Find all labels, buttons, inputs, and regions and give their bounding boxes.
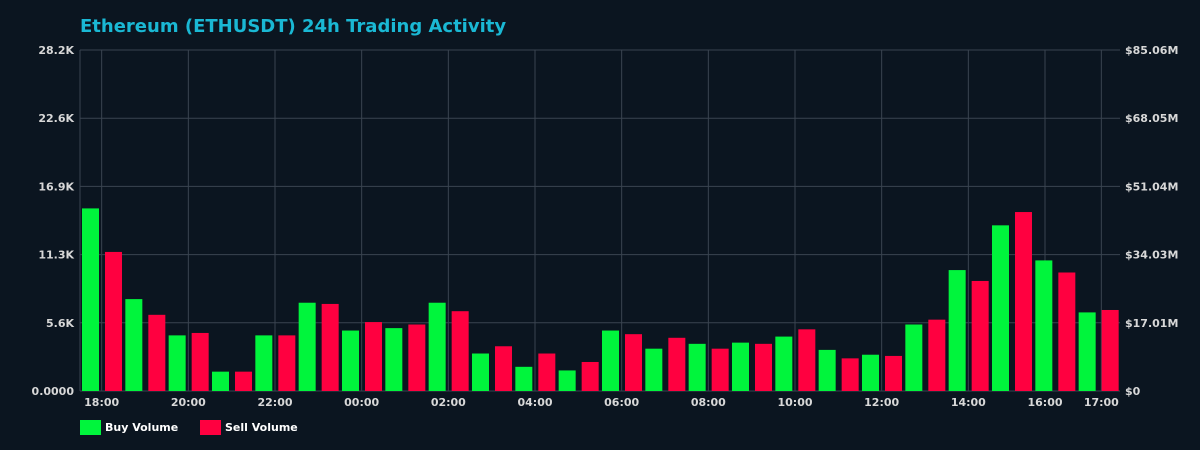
sell-volume-bar [1101, 309, 1119, 391]
y-left-tick-label: 5.6K [46, 317, 74, 330]
sell-volume-bar [105, 251, 122, 391]
sell-volume-bar [538, 353, 556, 391]
buy-volume-bar [428, 302, 446, 391]
y-left-tick-label: 11.3K [38, 249, 74, 262]
chart-title: Ethereum (ETHUSDT) 24h Trading Activity [80, 16, 506, 37]
y-right-tick-label: $17.01M [1125, 317, 1178, 330]
buy-volume-bar [82, 208, 99, 391]
buy-volume-bar [775, 336, 793, 391]
sell-volume-bar [668, 337, 686, 391]
legend: Buy Volume Sell Volume [80, 420, 298, 435]
buy-volume-bar [1035, 260, 1053, 391]
sell-volume-bar [1058, 272, 1076, 391]
legend-label-sell: Sell Volume [225, 421, 298, 434]
x-tick-label: 06:00 [604, 396, 639, 409]
sell-volume-bar [451, 311, 469, 391]
buy-volume-bar [688, 343, 706, 391]
x-tick-label: 14:00 [951, 396, 986, 409]
x-tick-label: 00:00 [344, 396, 379, 409]
y-left-tick-label: 16.9K [38, 180, 74, 193]
legend-swatch-buy [80, 420, 101, 435]
sell-volume-bar [581, 361, 599, 391]
x-tick-label: 20:00 [171, 396, 206, 409]
buy-volume-bar [342, 330, 359, 391]
sell-volume-bar [365, 322, 382, 391]
buy-volume-bar [992, 225, 1009, 391]
buy-volume-bar [472, 353, 489, 391]
y-right-tick-label: $68.05M [1125, 112, 1178, 125]
sell-volume-bar [408, 324, 426, 391]
buy-volume-bar [212, 371, 229, 391]
buy-volume-bar [862, 354, 879, 391]
x-tick-label: 10:00 [777, 396, 812, 409]
buy-volume-bar [818, 349, 836, 391]
x-tick-label: 08:00 [691, 396, 726, 409]
sell-volume-bar [495, 346, 512, 391]
buy-volume-bar [168, 335, 186, 391]
y-left-tick-label: 22.6K [38, 112, 74, 125]
sell-volume-bar [191, 332, 209, 391]
buy-volume-bar [732, 342, 749, 391]
buy-volume-bar [255, 335, 273, 391]
buy-volume-bar [515, 366, 533, 391]
sell-volume-bar [625, 334, 642, 391]
x-tick-label: 12:00 [864, 396, 899, 409]
legend-swatch-sell [200, 420, 221, 435]
sell-volume-bar [798, 329, 816, 391]
sell-volume-bar [148, 314, 166, 391]
y-left-tick-label: 28.2K [38, 44, 74, 57]
buy-volume-bar [558, 370, 576, 391]
sell-volume-bar [278, 335, 296, 391]
sell-volume-bar [971, 280, 989, 391]
x-tick-label: 18:00 [84, 396, 119, 409]
buy-volume-bar [385, 328, 403, 391]
x-tick-label: 02:00 [431, 396, 466, 409]
y-right-tick-label: $85.06M [1125, 44, 1178, 57]
x-tick-label: 04:00 [517, 396, 552, 409]
sell-volume-bar [235, 371, 252, 391]
sell-volume-bar [321, 303, 339, 391]
buy-volume-bar [125, 299, 143, 391]
y-right-tick-label: $34.03M [1125, 249, 1178, 262]
y-right-tick-label: $51.04M [1125, 180, 1178, 193]
y-right-tick-label: $0 [1125, 385, 1141, 398]
grid-lines [79, 49, 1120, 392]
buy-volume-bar [1078, 312, 1096, 391]
buy-volume-bar [948, 270, 966, 391]
buy-volume-bar [602, 330, 619, 391]
y-left-tick-label: 0.0000 [32, 385, 75, 398]
x-tick-label: 17:00 [1084, 396, 1119, 409]
sell-volume-bar [1015, 212, 1032, 391]
x-tick-label: 22:00 [257, 396, 292, 409]
sell-volume-bar [841, 358, 859, 391]
sell-volume-bar [711, 348, 729, 391]
legend-label-buy: Buy Volume [105, 421, 178, 434]
sell-volume-bar [755, 343, 772, 391]
buy-volume-bar [905, 324, 923, 391]
sell-volume-bar [928, 319, 946, 391]
sell-volume-bar [885, 355, 902, 391]
bar-series [82, 208, 1119, 391]
buy-volume-bar [645, 348, 663, 391]
axes: 0.0000 $0 5.6K $17.01M 11.3K $34.03M 16.9K $51.… [32, 44, 1179, 409]
x-tick-label: 16:00 [1027, 396, 1062, 409]
buy-volume-bar [298, 302, 316, 391]
